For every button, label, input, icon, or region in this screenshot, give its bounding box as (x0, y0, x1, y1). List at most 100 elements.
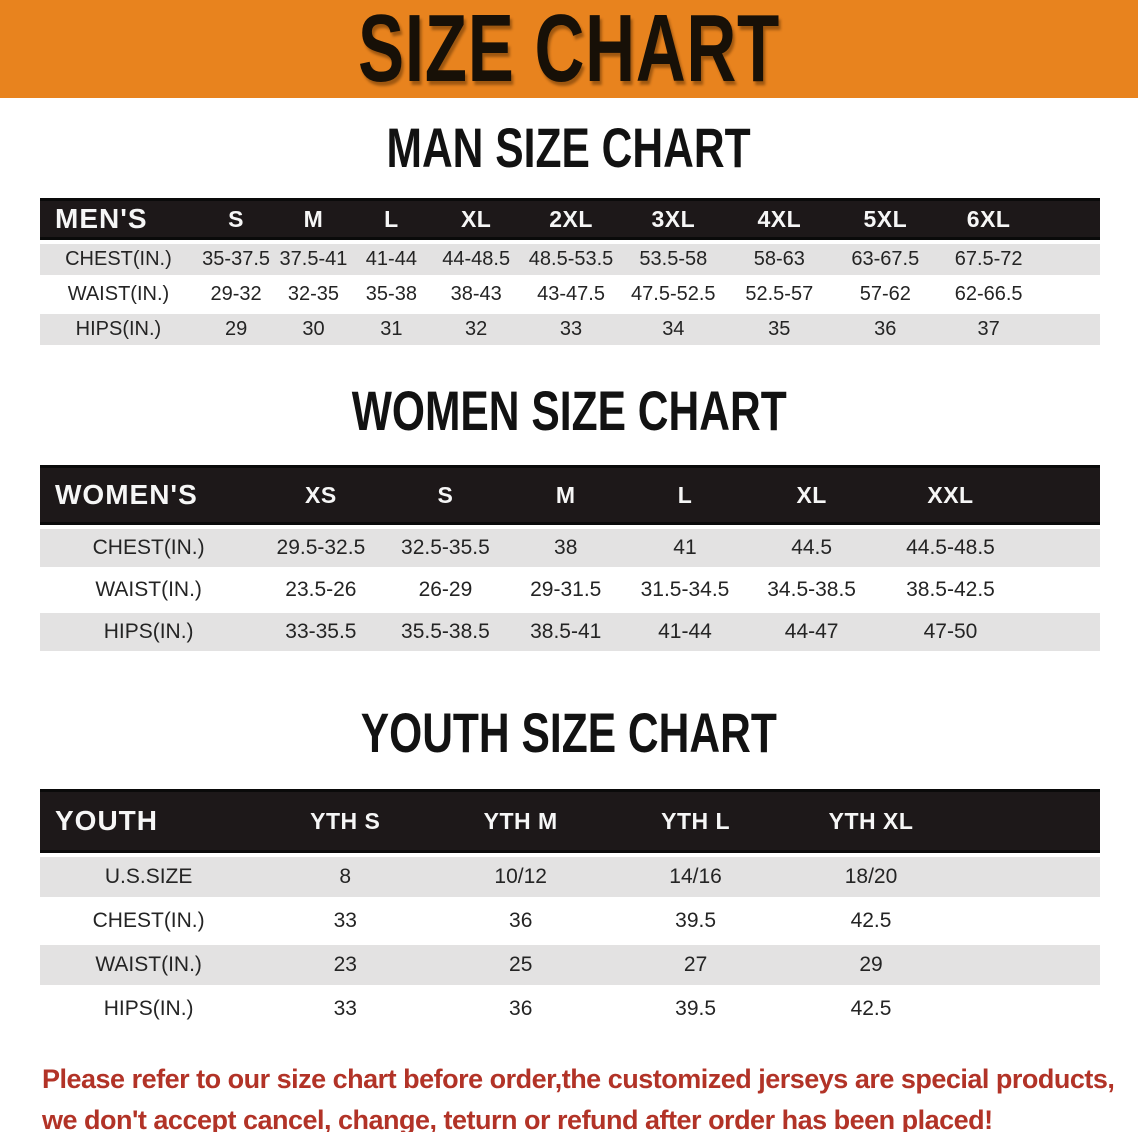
row-label: HIPS(IN.) (40, 613, 258, 651)
size-value: 35.5-38.5 (384, 613, 507, 651)
size-value: 37.5-41 (275, 244, 352, 275)
table-row: WAIST(IN.) 23 25 27 29 (40, 945, 1100, 985)
size-column-header: 5XL (832, 198, 938, 240)
row-label: HIPS(IN.) (40, 989, 258, 1029)
row-label: U.S.SIZE (40, 857, 258, 897)
header-filler (1039, 198, 1100, 240)
row-filler (958, 945, 1100, 985)
row-filler (1022, 529, 1100, 567)
size-value: 31 (351, 314, 432, 345)
header-filler (958, 789, 1100, 853)
women-size-chart-title: WOMEN SIZE CHART (0, 383, 1138, 439)
order-notice: Please refer to our size chart before or… (42, 1059, 1118, 1132)
size-column-header: YTH S (257, 789, 434, 853)
row-label: WAIST(IN.) (40, 945, 258, 985)
table-header-row: WOMEN'S XS S M L XL XXL (40, 465, 1100, 525)
size-value: 23 (257, 945, 434, 985)
size-value: 37 (937, 314, 1040, 345)
size-value: 29.5-32.5 (257, 529, 385, 567)
size-value: 36 (433, 901, 609, 941)
womens-size-table: WOMEN'S XS S M L XL XXL CHEST(IN.) 29.5-32.5 32.… (40, 461, 1100, 655)
notice-line-1: Please refer to our size chart before or… (42, 1064, 1115, 1094)
table-row: HIPS(IN.) 33-35.5 35.5-38.5 38.5-41 41-44 44-… (40, 613, 1100, 651)
table-row: U.S.SIZE 8 10/12 14/16 18/20 (40, 857, 1100, 897)
row-filler (1039, 314, 1100, 345)
size-value: 34.5-38.5 (744, 571, 879, 609)
size-column-header: YTH M (433, 789, 609, 853)
size-value: 34 (620, 314, 726, 345)
size-value: 38 (506, 529, 626, 567)
size-value: 32.5-35.5 (384, 529, 507, 567)
table-group-label: WOMEN'S (40, 465, 258, 525)
size-value: 52.5-57 (725, 279, 833, 310)
size-column-header: YTH XL (783, 789, 959, 853)
size-value: 10/12 (433, 857, 609, 897)
size-value: 29-31.5 (506, 571, 626, 609)
youth-size-table: YOUTH YTH S YTH M YTH L YTH XL U.S.SIZE 8 10/1… (40, 785, 1100, 1033)
mens-size-table: MEN'S S M L XL 2XL 3XL 4XL 5XL 6XL CHEST(IN.) 35-3… (40, 194, 1100, 349)
women-size-chart-section: WOMEN SIZE CHART WOMEN'S XS S M L XL XXL CHEST… (0, 383, 1138, 655)
table-row: HIPS(IN.) 29 30 31 32 33 34 35 36 37 (40, 314, 1100, 345)
size-value: 44-47 (744, 613, 879, 651)
row-filler (1039, 279, 1100, 310)
size-value: 39.5 (608, 901, 784, 941)
youth-size-chart-section: YOUTH SIZE CHART YOUTH YTH S YTH M YTH L YTH… (0, 705, 1138, 1033)
table-row: CHEST(IN.) 35-37.5 37.5-41 41-44 44-48.5 48.5… (40, 244, 1100, 275)
size-value: 44.5-48.5 (878, 529, 1023, 567)
size-value: 47.5-52.5 (620, 279, 726, 310)
header-filler (1022, 465, 1100, 525)
table-group-label: YOUTH (40, 789, 258, 853)
size-value: 33-35.5 (257, 613, 385, 651)
row-label: CHEST(IN.) (40, 244, 197, 275)
size-column-header: 3XL (620, 198, 726, 240)
row-filler (958, 901, 1100, 941)
size-column-header: YTH L (608, 789, 784, 853)
size-value: 23.5-26 (257, 571, 385, 609)
row-label: WAIST(IN.) (40, 279, 197, 310)
row-label: WAIST(IN.) (40, 571, 258, 609)
size-value: 30 (275, 314, 352, 345)
size-column-header: S (196, 198, 276, 240)
row-label: HIPS(IN.) (40, 314, 197, 345)
man-size-chart-section: MAN SIZE CHART MEN'S S M L XL 2XL 3XL 4XL 5XL 6XL… (0, 120, 1138, 349)
size-value: 67.5-72 (937, 244, 1040, 275)
man-size-chart-title: MAN SIZE CHART (0, 120, 1138, 176)
size-column-header: S (384, 465, 507, 525)
size-value: 33 (257, 901, 434, 941)
table-row: CHEST(IN.) 33 36 39.5 42.5 (40, 901, 1100, 941)
banner-title: SIZE CHART (358, 0, 780, 103)
size-value: 39.5 (608, 989, 784, 1029)
youth-size-chart-title-text: YOUTH SIZE CHART (360, 701, 778, 764)
size-value: 44.5 (744, 529, 879, 567)
size-column-header: XL (431, 198, 522, 240)
size-value: 53.5-58 (620, 244, 726, 275)
size-value: 32-35 (275, 279, 352, 310)
table-group-label: MEN'S (40, 198, 197, 240)
size-value: 41-44 (625, 613, 745, 651)
row-label: CHEST(IN.) (40, 901, 258, 941)
size-value: 29 (196, 314, 276, 345)
size-value: 35-37.5 (196, 244, 276, 275)
size-column-header: M (275, 198, 352, 240)
row-filler (1022, 613, 1100, 651)
row-label: CHEST(IN.) (40, 529, 258, 567)
size-value: 32 (431, 314, 522, 345)
size-value: 29-32 (196, 279, 276, 310)
size-column-header: 2XL (521, 198, 621, 240)
size-chart-banner: SIZE CHART (0, 0, 1138, 98)
table-row: WAIST(IN.) 29-32 32-35 35-38 38-43 43-47.5 47.… (40, 279, 1100, 310)
size-value: 57-62 (832, 279, 938, 310)
size-value: 47-50 (878, 613, 1023, 651)
size-value: 48.5-53.5 (521, 244, 621, 275)
size-value: 14/16 (608, 857, 784, 897)
size-value: 29 (783, 945, 959, 985)
size-value: 62-66.5 (937, 279, 1040, 310)
size-column-header: XL (744, 465, 879, 525)
size-value: 27 (608, 945, 784, 985)
table-header-row: MEN'S S M L XL 2XL 3XL 4XL 5XL 6XL (40, 198, 1100, 240)
size-column-header: XXL (878, 465, 1023, 525)
table-row: CHEST(IN.) 29.5-32.5 32.5-35.5 38 41 44.5 44.5… (40, 529, 1100, 567)
size-value: 35-38 (351, 279, 432, 310)
size-column-header: XS (257, 465, 385, 525)
